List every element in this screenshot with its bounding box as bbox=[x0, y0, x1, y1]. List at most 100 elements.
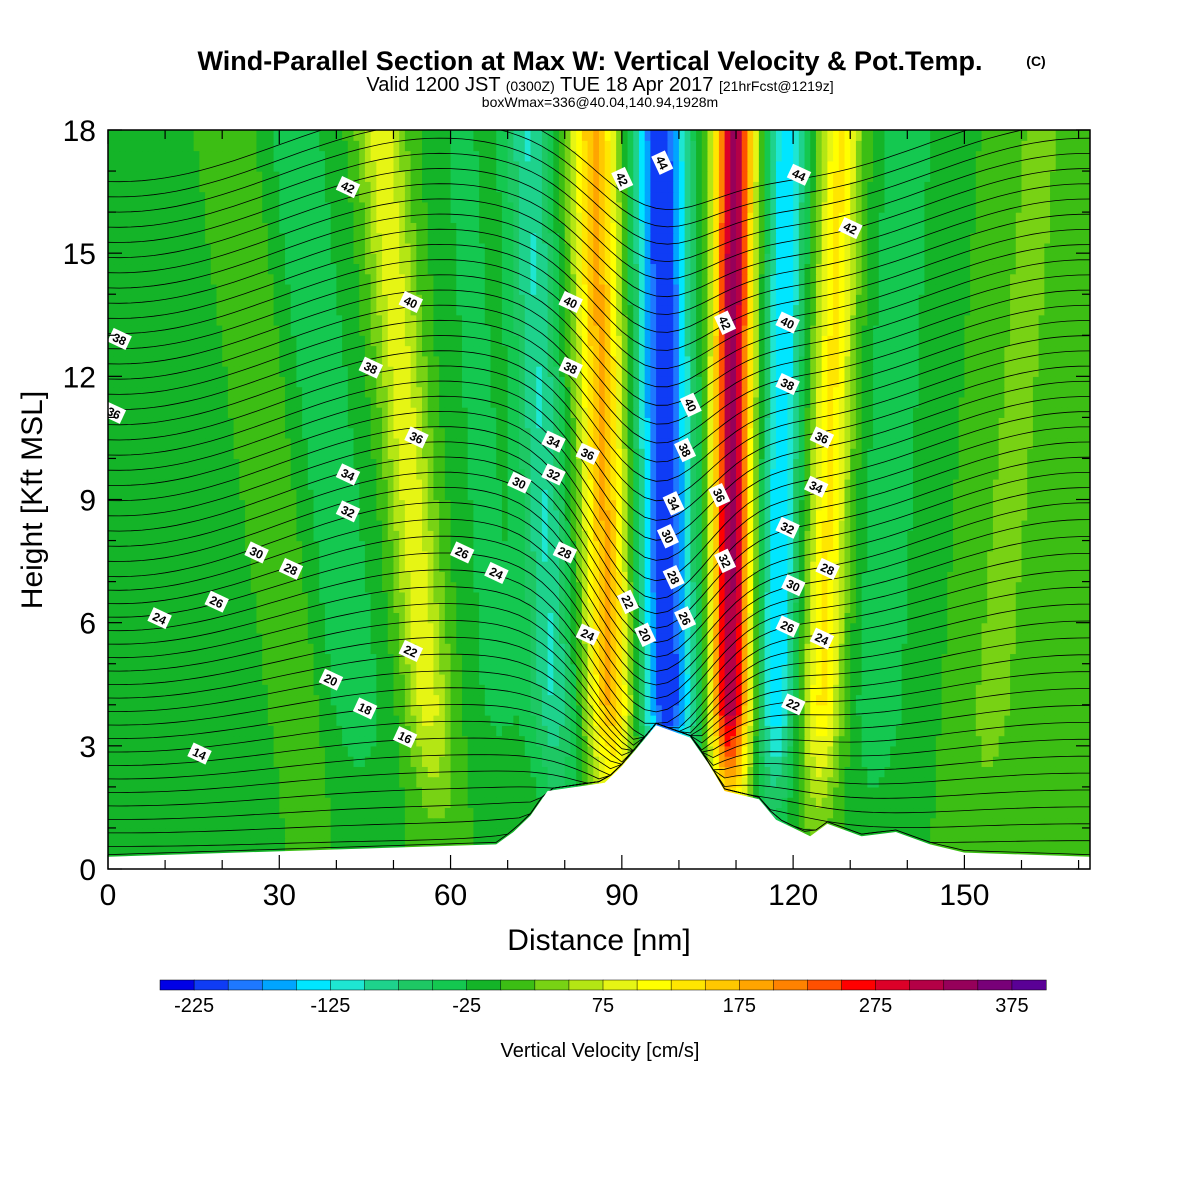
w-cell bbox=[798, 715, 806, 726]
w-cell bbox=[227, 838, 235, 850]
w-cell bbox=[736, 612, 743, 624]
w-cell bbox=[998, 776, 1005, 788]
w-cell bbox=[638, 704, 646, 716]
w-cell bbox=[838, 766, 846, 778]
w-cell bbox=[570, 612, 577, 624]
w-cell bbox=[205, 663, 212, 675]
w-cell bbox=[410, 786, 417, 798]
w-cell bbox=[130, 766, 138, 778]
w-cell bbox=[193, 643, 200, 655]
w-cell bbox=[130, 571, 138, 583]
w-cell bbox=[861, 725, 868, 737]
w-cell bbox=[536, 622, 543, 634]
w-cell bbox=[844, 591, 851, 603]
w-cell bbox=[250, 643, 258, 655]
w-cell bbox=[564, 643, 572, 655]
w-cell bbox=[1004, 776, 1011, 788]
w-cell bbox=[456, 673, 463, 685]
w-cell bbox=[930, 817, 937, 829]
w-cell bbox=[1044, 848, 1051, 860]
w-cell bbox=[239, 838, 246, 850]
w-cell bbox=[1038, 602, 1045, 613]
w-cell bbox=[958, 673, 965, 685]
w-cell bbox=[536, 684, 543, 696]
w-cell bbox=[370, 766, 377, 778]
w-cell bbox=[347, 786, 355, 798]
w-cell bbox=[467, 602, 474, 613]
w-cell bbox=[422, 622, 429, 634]
w-cell bbox=[1032, 776, 1040, 788]
w-cell bbox=[952, 591, 960, 603]
w-cell bbox=[1004, 766, 1011, 778]
w-cell bbox=[313, 838, 320, 850]
w-cell bbox=[222, 827, 229, 839]
w-cell bbox=[616, 745, 623, 757]
w-cell bbox=[153, 602, 160, 613]
w-cell bbox=[1004, 673, 1011, 685]
w-cell bbox=[187, 807, 195, 819]
w-cell bbox=[564, 591, 572, 603]
w-cell bbox=[1015, 591, 1023, 603]
w-cell bbox=[804, 643, 811, 655]
w-cell bbox=[1015, 715, 1023, 726]
w-cell bbox=[758, 663, 766, 675]
w-cell bbox=[998, 745, 1005, 757]
w-cell bbox=[382, 632, 389, 644]
w-cell bbox=[850, 715, 857, 726]
w-cell bbox=[867, 797, 874, 809]
w-cell bbox=[433, 653, 440, 665]
w-cell bbox=[724, 622, 731, 634]
w-cell bbox=[342, 766, 349, 778]
w-cell bbox=[1021, 694, 1028, 706]
w-cell bbox=[382, 643, 389, 655]
w-cell bbox=[519, 591, 526, 603]
w-cell bbox=[182, 745, 189, 757]
w-cell bbox=[444, 643, 452, 655]
w-cell bbox=[444, 571, 452, 583]
w-cell bbox=[416, 612, 423, 624]
w-cell bbox=[422, 663, 429, 675]
w-cell bbox=[513, 591, 520, 603]
w-cell bbox=[987, 632, 994, 644]
w-cell bbox=[284, 632, 292, 644]
w-cell bbox=[730, 704, 737, 716]
w-cell bbox=[245, 602, 252, 613]
w-cell bbox=[964, 653, 971, 665]
w-cell bbox=[952, 581, 960, 593]
w-cell bbox=[855, 612, 863, 624]
w-cell bbox=[713, 571, 720, 583]
w-cell bbox=[319, 766, 326, 778]
w-cell bbox=[970, 817, 977, 829]
w-cell bbox=[907, 735, 914, 747]
w-cell bbox=[427, 571, 435, 583]
w-cell bbox=[467, 817, 474, 829]
w-cell bbox=[227, 673, 235, 685]
w-cell bbox=[1055, 786, 1063, 798]
w-cell bbox=[599, 776, 606, 788]
w-cell bbox=[524, 776, 532, 788]
w-cell bbox=[530, 756, 537, 767]
w-cell bbox=[467, 715, 474, 726]
w-cell bbox=[970, 643, 977, 655]
w-cell bbox=[1010, 745, 1017, 757]
w-cell bbox=[918, 632, 926, 644]
w-cell bbox=[764, 673, 771, 685]
w-cell bbox=[627, 581, 634, 593]
w-cell bbox=[964, 735, 971, 747]
w-cell bbox=[815, 766, 823, 778]
w-cell bbox=[108, 766, 115, 778]
w-cell bbox=[524, 684, 532, 696]
w-cell bbox=[324, 766, 332, 778]
w-cell bbox=[456, 663, 463, 675]
w-cell bbox=[541, 725, 549, 737]
w-cell bbox=[821, 766, 828, 778]
w-cell bbox=[844, 571, 851, 583]
w-cell bbox=[444, 694, 452, 706]
w-cell bbox=[884, 817, 891, 829]
w-cell bbox=[302, 632, 309, 644]
w-cell bbox=[724, 602, 731, 613]
w-cell bbox=[513, 715, 520, 726]
w-cell bbox=[570, 653, 577, 665]
w-cell bbox=[439, 776, 446, 788]
w-cell bbox=[815, 725, 823, 737]
